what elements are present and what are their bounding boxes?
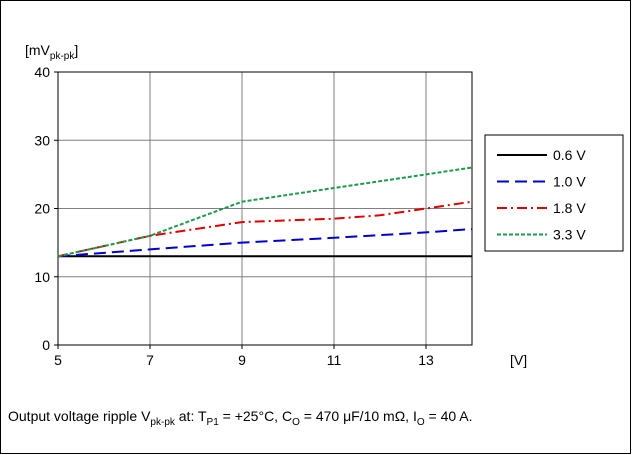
tick-labels: 0 10 20 30 40 5 7 9 11 13: [34, 64, 434, 368]
series-line-1-0-v: [57, 228, 473, 258]
x-tick-label: 11: [327, 352, 342, 368]
series-line-1-8-v: [57, 200, 473, 258]
legend: 0.6 V 1.0 V 1.8 V 3.3 V: [484, 134, 624, 252]
y-tick-label: 20: [34, 201, 50, 217]
x-tick-label: 9: [238, 352, 246, 368]
series-layer: [57, 166, 473, 258]
x-tick-label: 13: [418, 352, 434, 368]
legend-label: 0.6 V: [553, 147, 586, 163]
grid: [57, 71, 472, 346]
y-tick-label: 0: [42, 337, 50, 353]
legend-label: 3.3 V: [553, 227, 586, 243]
y-axis-label: [mVpk-pk]: [25, 42, 78, 62]
legend-label: 1.0 V: [553, 174, 586, 190]
y-tick-label: 40: [34, 64, 50, 80]
legend-label: 1.8 V: [553, 200, 586, 216]
y-tick-label: 30: [34, 132, 50, 148]
x-tick-label: 5: [54, 352, 62, 368]
y-tick-label: 10: [34, 269, 50, 285]
caption: Output voltage ripple Vpk-pk at: TP1 = +…: [8, 408, 473, 428]
series-line-3-3-v: [57, 166, 473, 258]
x-tick-label: 7: [146, 352, 154, 368]
x-axis-label: [V]: [510, 352, 527, 368]
